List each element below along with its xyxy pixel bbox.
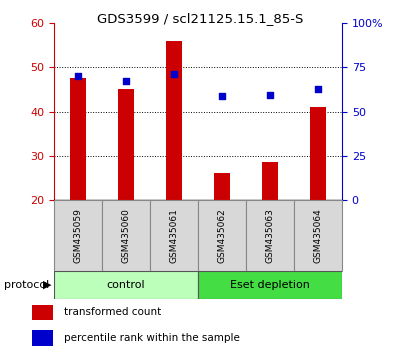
- Bar: [54, 200, 102, 271]
- Point: [267, 92, 273, 98]
- Text: GSM435062: GSM435062: [218, 208, 226, 263]
- Point: [315, 86, 321, 92]
- Bar: [198, 271, 342, 299]
- Bar: [54, 271, 198, 299]
- Bar: [294, 200, 342, 271]
- Point: [123, 78, 129, 83]
- Text: percentile rank within the sample: percentile rank within the sample: [64, 333, 240, 343]
- Text: Eset depletion: Eset depletion: [230, 280, 310, 290]
- Text: control: control: [107, 280, 145, 290]
- Bar: [166, 41, 182, 200]
- Bar: [198, 200, 246, 271]
- Text: GSM435064: GSM435064: [314, 208, 322, 263]
- Text: protocol: protocol: [4, 280, 49, 290]
- Point: [75, 73, 81, 79]
- Bar: [150, 200, 198, 271]
- Point: [171, 71, 177, 77]
- Text: ▶: ▶: [43, 280, 52, 290]
- Text: GSM435060: GSM435060: [122, 208, 130, 263]
- Bar: [262, 162, 278, 200]
- Text: GSM435059: GSM435059: [74, 208, 82, 263]
- Bar: [32, 304, 53, 320]
- Bar: [70, 78, 86, 200]
- Bar: [246, 200, 294, 271]
- Text: GDS3599 / scl21125.15.1_85-S: GDS3599 / scl21125.15.1_85-S: [97, 12, 303, 25]
- Bar: [118, 89, 134, 200]
- Bar: [310, 107, 326, 200]
- Bar: [102, 200, 150, 271]
- Text: transformed count: transformed count: [64, 307, 161, 317]
- Bar: [214, 173, 230, 200]
- Text: GSM435063: GSM435063: [266, 208, 274, 263]
- Bar: [32, 330, 53, 346]
- Point: [219, 93, 225, 99]
- Text: GSM435061: GSM435061: [170, 208, 178, 263]
